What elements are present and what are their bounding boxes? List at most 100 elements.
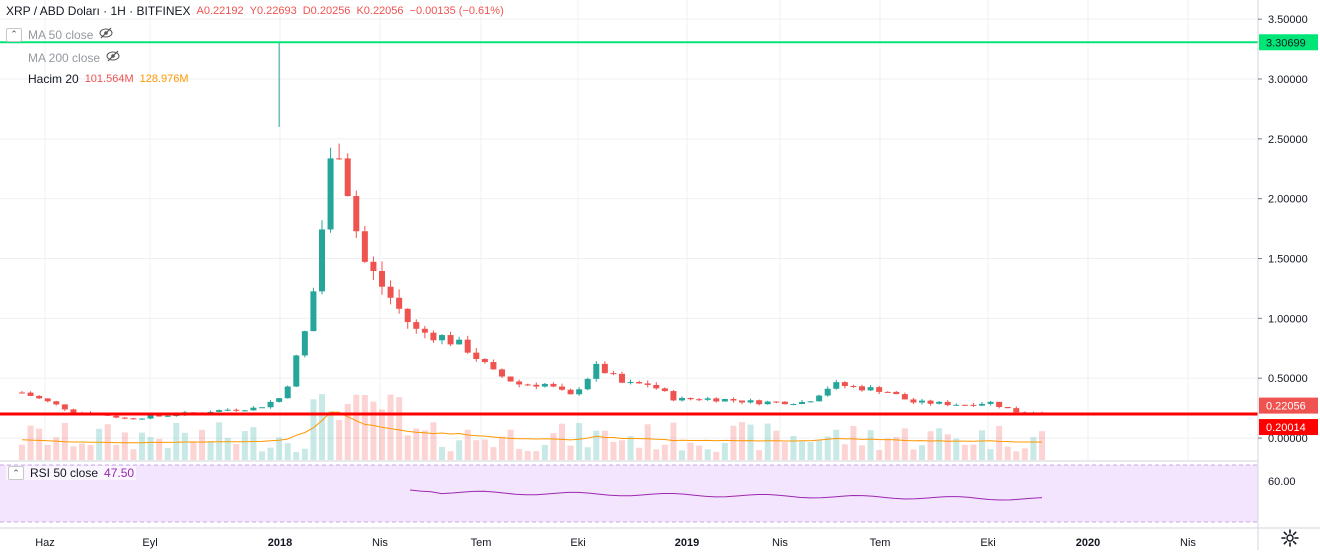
- volume-bar: [241, 431, 248, 460]
- candle-body: [473, 352, 480, 359]
- ohlc-high: Y0.22693: [249, 5, 297, 17]
- ma200-legend: MA 200 close: [28, 50, 120, 65]
- volume-bar: [807, 442, 814, 460]
- volume-bar: [841, 444, 848, 460]
- volume-bar: [27, 425, 34, 460]
- volume-value: 101.564M: [84, 73, 134, 85]
- candle-body: [661, 388, 668, 392]
- volume-bar: [799, 441, 805, 460]
- volume-bar: [499, 436, 505, 460]
- candle-body: [241, 410, 248, 412]
- volume-bar: [627, 436, 634, 460]
- volume-bar: [764, 423, 771, 460]
- candle-body: [507, 376, 514, 382]
- volume-bar: [833, 429, 840, 460]
- volume-bar: [584, 447, 591, 460]
- red-level-label: 0.20014: [1266, 422, 1306, 434]
- volume-bar: [379, 409, 385, 460]
- volume-label[interactable]: Hacim 20: [28, 72, 79, 86]
- volume-bar: [327, 411, 334, 460]
- volume-bar: [636, 447, 643, 460]
- volume-bar: [216, 422, 223, 460]
- volume-bar: [619, 440, 625, 460]
- time-tick-label: Nis: [1180, 537, 1196, 549]
- volume-bar: [1021, 448, 1028, 460]
- volume-bar: [113, 444, 120, 460]
- candle-body: [19, 392, 25, 394]
- ma50-label[interactable]: MA 50 close: [28, 27, 94, 42]
- volume-bar: [224, 437, 231, 460]
- symbol-title[interactable]: XRP / ABD Doları · 1H · BITFINEX: [6, 4, 191, 18]
- volume-bar: [207, 441, 214, 460]
- candle-body: [893, 391, 900, 395]
- time-tick-label: Tem: [471, 537, 492, 549]
- candle-body: [293, 355, 300, 387]
- candle-body: [739, 400, 745, 403]
- volume-bar: [859, 445, 865, 460]
- candle-body: [696, 399, 703, 401]
- candle-body: [233, 409, 240, 411]
- candle-body: [756, 400, 763, 405]
- volume-bar: [456, 440, 463, 460]
- candle-body: [636, 382, 643, 384]
- volume-bar: [601, 430, 608, 460]
- volume-bar: [259, 451, 265, 460]
- candle-body: [601, 363, 608, 374]
- candle-body: [936, 401, 943, 404]
- candle-body: [396, 297, 403, 309]
- candle-body: [224, 409, 231, 411]
- volume-bar: [370, 401, 377, 460]
- rsi-value: 47.50: [104, 466, 135, 480]
- volume-bar: [404, 435, 411, 460]
- horizontal-levels[interactable]: [0, 41, 1258, 416]
- time-tick-label: Eyl: [142, 537, 157, 549]
- time-tick-label: 2018: [268, 537, 292, 549]
- eye-hidden-icon[interactable]: [99, 27, 113, 42]
- volume-bar: [361, 395, 368, 460]
- candle-body: [216, 410, 223, 412]
- volume-bar: [430, 422, 437, 460]
- candle-body: [430, 332, 437, 341]
- candle-body: [207, 411, 214, 413]
- volume-bar: [653, 449, 660, 460]
- rsi-collapse-button[interactable]: ⌃: [8, 466, 24, 480]
- volume-bar: [156, 438, 163, 460]
- eye-hidden-icon[interactable]: [106, 50, 120, 65]
- volume-bar: [747, 424, 754, 460]
- volume-bar: [516, 448, 523, 460]
- candle-body: [379, 271, 385, 287]
- ohlc-low: D0.20256: [302, 5, 351, 17]
- candle-body: [421, 328, 428, 333]
- volume-bar: [790, 436, 797, 460]
- volume-bars: [19, 394, 1045, 460]
- collapse-legend-button[interactable]: ⌃: [6, 27, 22, 42]
- rsi-label[interactable]: RSI 50 close: [30, 466, 99, 480]
- time-tick-label: Haz: [35, 537, 55, 549]
- candle-body: [524, 384, 531, 386]
- candle-body: [841, 382, 848, 387]
- candle-body: [704, 398, 711, 400]
- price-tick-label: 3.00000: [1268, 74, 1308, 86]
- candle-body: [627, 382, 634, 384]
- price-tick-label: 1.50000: [1268, 254, 1308, 266]
- candle-body: [387, 286, 394, 298]
- candle-body: [867, 387, 874, 391]
- volume-bar: [96, 428, 103, 460]
- ma200-label[interactable]: MA 200 close: [28, 50, 101, 65]
- volume-ma-value: 128.976M: [139, 73, 189, 85]
- candle-body: [370, 261, 377, 272]
- price-tick-label: 0.00000: [1268, 433, 1308, 445]
- time-tick-label: Nis: [372, 537, 388, 549]
- candle-body: [644, 383, 651, 385]
- candle-body: [156, 415, 163, 417]
- volume-bar: [319, 394, 325, 460]
- candle-body: [979, 403, 985, 406]
- candle-body: [996, 401, 1003, 407]
- volume-bar: [927, 431, 934, 460]
- candle-body: [790, 404, 797, 406]
- volume-bar: [910, 449, 917, 460]
- gear-icon[interactable]: [1280, 528, 1300, 548]
- candle-body: [70, 409, 77, 413]
